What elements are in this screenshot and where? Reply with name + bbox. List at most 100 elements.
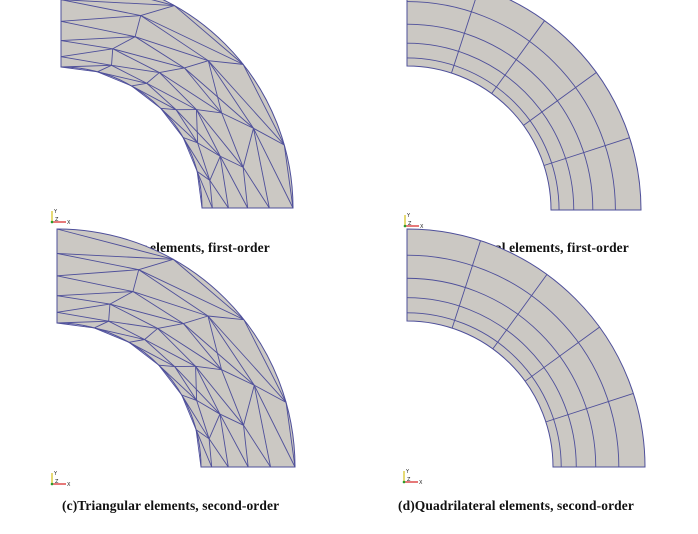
mesh-edge [219, 413, 229, 468]
mesh-edge [128, 341, 160, 366]
mesh-edge [112, 48, 160, 73]
mesh-edge [60, 15, 141, 22]
mesh-edge [56, 228, 174, 260]
mesh-edge [254, 384, 287, 403]
mesh-edge [195, 429, 210, 440]
z-axis-dot [50, 220, 54, 224]
mesh-edge [140, 15, 244, 65]
mesh-edge [195, 365, 222, 371]
mesh-edge [196, 400, 221, 415]
mesh-edge [243, 319, 287, 403]
mesh-edge [196, 109, 244, 168]
mesh-edge [196, 171, 213, 209]
mesh-edge [111, 64, 160, 74]
mesh-edge [406, 1, 616, 211]
mesh-edge [134, 36, 185, 69]
mesh-edge [94, 327, 130, 343]
z-axis-label: Z [407, 477, 411, 483]
mesh-edge [159, 67, 185, 74]
mesh-edge [184, 67, 223, 114]
mesh-edge [158, 364, 183, 396]
mesh-edge [195, 366, 198, 401]
mesh-edge [242, 64, 285, 146]
mesh-edge [94, 327, 145, 340]
mesh-edge [208, 438, 213, 468]
y-axis-label: Y [406, 213, 411, 219]
mesh-edge [253, 385, 271, 468]
mesh-edge [406, 23, 594, 211]
mesh-edge [132, 269, 140, 292]
mesh-edge [220, 155, 244, 168]
mesh-edge [146, 82, 197, 110]
mesh-triangular-second-order: YZ X [50, 228, 296, 488]
mesh-edge [524, 326, 600, 382]
axis-triad-icon: YZ X [50, 471, 71, 488]
mesh-edge [182, 137, 211, 181]
mesh-edge [60, 0, 141, 16]
mesh-edge [144, 328, 158, 340]
mesh-edge [183, 323, 222, 370]
mesh-edge [208, 413, 221, 439]
mesh-edge [197, 142, 221, 157]
mesh-edge [196, 109, 221, 157]
mesh-edge [60, 48, 113, 58]
axis-triad-icon: YZ X [402, 469, 423, 486]
mesh-edge [132, 291, 184, 324]
mesh-edge [207, 315, 255, 386]
mesh-edge [207, 60, 285, 146]
mesh-edge [196, 171, 203, 209]
mesh-edge [181, 394, 210, 440]
mesh-edge [131, 85, 161, 109]
mesh-edge [406, 42, 575, 211]
mesh-edge [97, 71, 147, 84]
mesh-edge [243, 385, 255, 426]
mesh-edge [406, 277, 597, 468]
mesh-boundary [406, 228, 646, 468]
mesh-edge [195, 429, 213, 468]
mesh-edge [492, 274, 548, 350]
mesh-edge [56, 269, 139, 277]
mesh-edge [160, 107, 198, 144]
mesh-edge [207, 315, 244, 321]
mesh-edge [138, 269, 245, 321]
mesh-edge [56, 291, 133, 297]
caption-c: (c)Triangular elements, second-order [62, 498, 280, 513]
mesh-edge [195, 366, 221, 415]
y-axis-label: Y [53, 471, 58, 477]
mesh-edge [209, 156, 221, 181]
mesh-edge [221, 112, 254, 129]
mesh-edge [56, 275, 134, 292]
mesh-edge [109, 291, 134, 305]
mesh-edge [60, 56, 112, 66]
z-axis-dot [402, 480, 406, 484]
x-axis-label: X [420, 224, 424, 230]
mesh-boundary [56, 228, 296, 468]
mesh-quadrilateral-second-order: YZ X [402, 228, 646, 486]
x-axis-label: X [67, 220, 71, 226]
mesh-edge [138, 258, 174, 271]
mesh-edge [253, 128, 270, 209]
mesh-edge [406, 57, 560, 211]
mesh-edge [144, 339, 196, 367]
z-axis-label: Z [408, 221, 412, 227]
mesh-edge [207, 60, 254, 129]
mesh-edge [253, 128, 294, 209]
mesh-region [407, 0, 641, 210]
mesh-edge [196, 109, 222, 114]
mesh-edge [128, 341, 175, 367]
mesh-edge [56, 311, 109, 322]
mesh-edge [207, 315, 287, 403]
mesh-edge [197, 142, 211, 181]
z-axis-dot [403, 224, 407, 228]
mesh-edge [109, 303, 184, 325]
mesh-quadrilateral-first-order: YZ X [403, 0, 642, 230]
mesh-edge [159, 72, 197, 110]
mesh-edge [242, 167, 249, 209]
z-axis-label: Z [55, 479, 59, 485]
mesh-edge [157, 328, 196, 367]
z-axis-dot [50, 482, 54, 486]
mesh-edge [56, 253, 139, 271]
mesh-edge [207, 60, 223, 114]
